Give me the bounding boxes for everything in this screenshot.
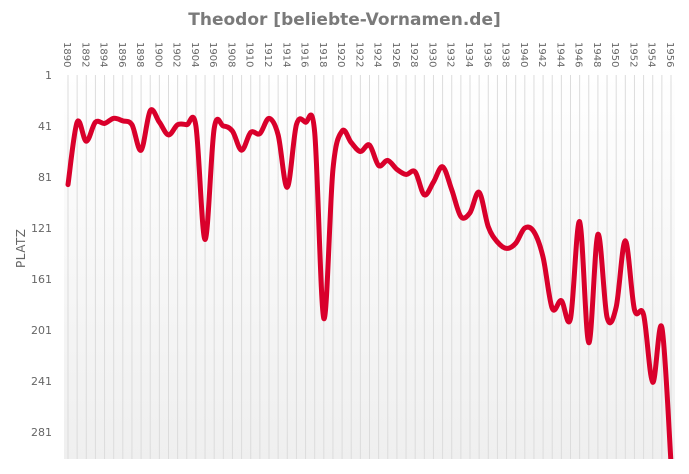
- x-tick-label: 1916: [299, 42, 310, 67]
- x-tick-label: 1894: [98, 42, 109, 67]
- y-tick-label: 41: [38, 120, 52, 133]
- x-tick-label: 1892: [79, 42, 90, 67]
- x-tick-label: 1928: [408, 42, 419, 67]
- x-tick-label: 1900: [152, 42, 163, 67]
- grid-lines: [67, 75, 672, 459]
- x-tick-label: 1944: [554, 42, 565, 67]
- x-tick-label: 1918: [317, 42, 328, 67]
- x-tick-label: 1898: [134, 42, 145, 67]
- x-tick-label: 1954: [646, 42, 657, 67]
- y-axis-ticks: 1 41 81 121 161 201 241 281: [31, 69, 52, 439]
- y-tick-label: 81: [38, 171, 52, 184]
- x-tick-label: 1906: [207, 42, 218, 67]
- y-tick-label: 161: [31, 273, 52, 286]
- y-tick-label: 201: [31, 324, 52, 337]
- x-tick-label: 1956: [664, 42, 675, 67]
- x-tick-label: 1922: [353, 42, 364, 67]
- x-tick-label: 1946: [573, 42, 584, 67]
- x-tick-label: 1910: [244, 42, 255, 67]
- x-tick-label: 1908: [225, 42, 236, 67]
- x-tick-label: 1896: [116, 42, 127, 67]
- x-tick-label: 1924: [372, 42, 383, 67]
- y-tick-label: 121: [31, 222, 52, 235]
- y-tick-label: 241: [31, 375, 52, 388]
- x-tick-label: 1904: [189, 42, 200, 67]
- y-tick-label: 1: [45, 69, 52, 82]
- x-tick-label: 1952: [627, 42, 638, 67]
- x-tick-label: 1948: [591, 42, 602, 67]
- x-tick-label: 1938: [500, 42, 511, 67]
- x-tick-label: 1950: [609, 42, 620, 67]
- x-tick-label: 1940: [518, 42, 529, 67]
- chart-title: Theodor [beliebte-Vornamen.de]: [188, 10, 501, 30]
- x-tick-label: 1890: [61, 42, 72, 67]
- x-tick-label: 1914: [280, 42, 291, 67]
- x-tick-label: 1912: [262, 42, 273, 67]
- x-tick-label: 1926: [390, 42, 401, 67]
- x-tick-label: 1942: [536, 42, 547, 67]
- y-tick-label: 281: [31, 426, 52, 439]
- x-tick-label: 1932: [445, 42, 456, 67]
- x-tick-label: 1920: [335, 42, 346, 67]
- x-tick-label: 1930: [426, 42, 437, 67]
- x-axis-ticks: 1890 1892 1894 1896 1898 1900 1902 1904 1906 1908…: [61, 42, 675, 67]
- x-tick-label: 1936: [481, 42, 492, 67]
- x-tick-label: 1934: [463, 42, 474, 67]
- x-tick-label: 1902: [171, 42, 182, 67]
- data-line: [65, 107, 674, 459]
